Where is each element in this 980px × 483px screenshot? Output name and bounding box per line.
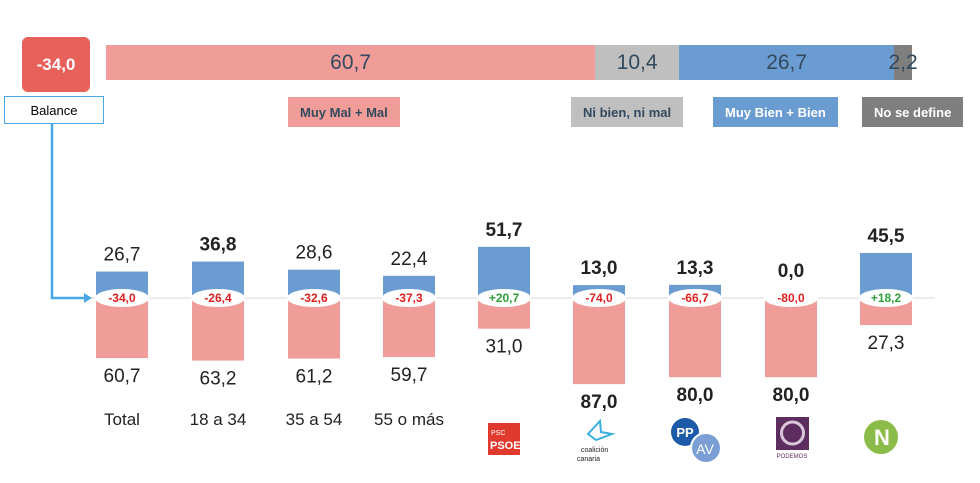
balance-pill (95, 289, 149, 307)
balance-pill (572, 289, 626, 307)
pp-logo-icon (671, 418, 699, 446)
psoe-logo-text: PSOE (490, 440, 521, 452)
nc-logo-icon (864, 420, 898, 454)
label-negative: 87,0 (581, 392, 618, 413)
label-positive: 0,0 (778, 261, 804, 282)
label-positive: 36,8 (200, 235, 237, 256)
podemos-circle-icon (780, 420, 805, 446)
label-negative: 31,0 (486, 337, 523, 358)
arrow-head-icon (84, 293, 92, 303)
balance-label: -26,4 (204, 291, 232, 305)
psoe-logo-text: PSC (491, 430, 505, 437)
label-positive: 22,4 (391, 249, 428, 270)
legend-item: Muy Mal + Mal (288, 97, 400, 127)
category-label: 55 o más (374, 410, 444, 429)
category-label: 35 a 54 (286, 410, 343, 429)
balance-label: +20,7 (489, 291, 520, 305)
label-positive: 51,7 (486, 220, 523, 241)
balance-label: +18,2 (871, 291, 902, 305)
balance-pill (764, 289, 818, 307)
balance-arrow (50, 124, 84, 300)
label-negative: 63,2 (200, 369, 237, 390)
label-negative: 60,7 (104, 366, 141, 387)
legend-item: Muy Bien + Bien (713, 97, 838, 127)
summary-segment: 60,7 (106, 45, 596, 80)
summary-segment: 10,4 (595, 45, 680, 80)
bar-negative (765, 298, 817, 378)
balance-pill (859, 289, 913, 307)
label-negative: 27,3 (868, 333, 905, 354)
label-negative: 80,0 (677, 385, 714, 406)
pp-logo-text: PP (676, 425, 694, 440)
cc-star-icon (586, 418, 616, 442)
label-positive: 26,7 (104, 245, 141, 266)
bar-negative (288, 298, 340, 359)
nc-logo-text: N (874, 425, 890, 450)
balance-label: -34,0 (108, 291, 136, 305)
av-logo-text: AV (696, 441, 714, 457)
label-positive: 13,0 (581, 258, 618, 279)
bar-negative (96, 298, 148, 359)
balance-pill (191, 289, 245, 307)
label-positive: 45,5 (868, 226, 905, 247)
av-logo-icon (690, 432, 722, 464)
label-negative: 80,0 (773, 385, 810, 406)
bar-negative (669, 298, 721, 378)
balance-value-box: -34,0 (22, 37, 90, 92)
summary-stacked-bar: 60,7 10,4 26,7 2,2 (106, 45, 918, 80)
label-negative: 59,7 (391, 365, 428, 386)
balance-label: -66,7 (681, 291, 709, 305)
balance-label: -37,3 (395, 291, 423, 305)
balance-pill (477, 289, 531, 307)
legend-item: No se define (862, 97, 964, 127)
balance-label: -32,6 (300, 291, 328, 305)
bar-negative (383, 298, 435, 358)
balance-pill (382, 289, 436, 307)
cc-logo-text: coalición (581, 447, 608, 454)
balance-label: Balance (4, 96, 104, 124)
category-label: Total (104, 410, 140, 429)
legend-item: Ni bien, ni mal (571, 97, 684, 127)
balance-pill (668, 289, 722, 307)
label-negative: 61,2 (296, 367, 333, 388)
summary-segment: 2,2 (889, 45, 918, 80)
psoe-logo-icon (488, 423, 520, 455)
bar-negative (573, 298, 625, 385)
podemos-logo-text: PODEMOS (777, 454, 808, 460)
label-positive: 28,6 (296, 243, 333, 264)
label-positive: 13,3 (677, 258, 714, 279)
category-label: 18 a 34 (190, 410, 247, 429)
balance-label: -80,0 (777, 291, 805, 305)
summary-segment: 26,7 (679, 45, 895, 80)
cc-logo-text: canaria (577, 456, 600, 463)
balance-label: -74,0 (585, 291, 613, 305)
balance-pill (287, 289, 341, 307)
bar-negative (192, 298, 244, 361)
